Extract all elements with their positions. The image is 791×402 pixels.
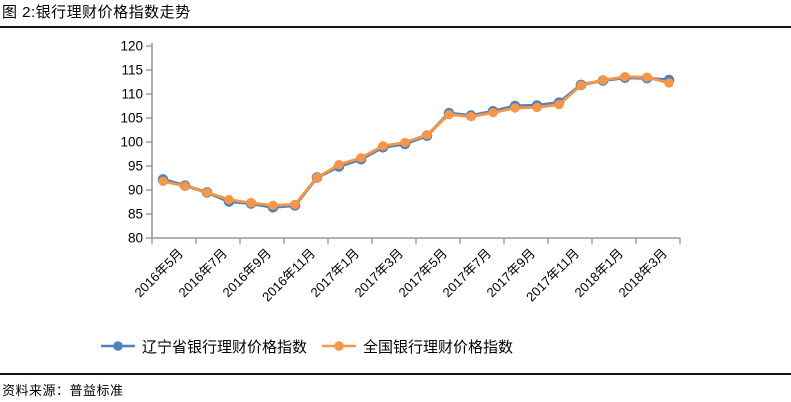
price-index-line-chart: 808590951001051101151202016年5月2016年7月201… xyxy=(120,39,681,305)
data-point-marker xyxy=(334,159,344,170)
legend-marker-liaoning-icon xyxy=(101,341,135,351)
data-point-marker xyxy=(598,75,608,85)
legend-item-national: 全国银行理财价格指数 xyxy=(321,336,513,357)
y-axis-label: 120 xyxy=(120,39,143,54)
y-axis-label: 100 xyxy=(120,135,143,150)
source-bar: 资料来源：普益标准 xyxy=(0,373,791,399)
data-point-marker xyxy=(510,103,520,113)
legend-marker-national-icon xyxy=(322,341,357,351)
data-point-marker xyxy=(268,200,278,211)
y-axis-label: 115 xyxy=(121,63,143,78)
data-point-marker xyxy=(400,137,410,148)
legend-item-liaoning: 辽宁省银行理财价格指数 xyxy=(100,336,307,357)
legend-label-liaoning: 辽宁省银行理财价格指数 xyxy=(142,338,308,356)
y-axis-label: 80 xyxy=(128,231,143,246)
data-point-marker xyxy=(664,78,674,88)
y-axis-label: 90 xyxy=(128,183,143,198)
data-point-marker xyxy=(532,102,542,113)
data-point-marker xyxy=(554,99,564,110)
data-point-marker xyxy=(246,198,256,208)
y-axis-label: 110 xyxy=(121,87,143,102)
chart-legend: 辽宁省银行理财价格指数 全国银行理财价格指数 xyxy=(100,333,791,359)
data-point-marker xyxy=(378,141,388,151)
x-axis-label: 2018年3月 xyxy=(616,246,671,301)
y-axis-label: 105 xyxy=(120,111,143,126)
data-point-marker xyxy=(312,172,322,183)
figure-title-bar: 图 2:银行理财价格指数走势 xyxy=(0,0,791,28)
data-point-marker xyxy=(576,80,586,91)
legend-label-national: 全国银行理财价格指数 xyxy=(363,338,514,356)
y-axis-label: 85 xyxy=(128,207,143,222)
data-point-marker xyxy=(202,187,212,198)
data-point-marker xyxy=(466,111,476,122)
data-point-marker xyxy=(180,181,190,191)
source-text: 资料来源：普益标准 xyxy=(2,383,124,398)
data-point-marker xyxy=(356,153,366,163)
data-point-marker xyxy=(422,130,432,140)
data-point-marker xyxy=(444,109,454,120)
series-line-0 xyxy=(162,76,670,209)
y-axis-label: 95 xyxy=(128,159,143,174)
data-point-marker xyxy=(488,108,498,118)
figure-title: 图 2:银行理财价格指数走势 xyxy=(2,4,191,21)
data-point-marker xyxy=(620,72,630,82)
data-point-marker xyxy=(642,72,652,82)
data-point-marker xyxy=(158,176,168,187)
data-point-marker xyxy=(224,194,234,205)
data-point-marker xyxy=(290,199,300,210)
